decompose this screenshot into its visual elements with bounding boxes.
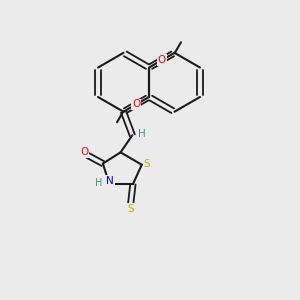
Text: S: S [127,204,134,214]
Text: N: N [106,176,114,186]
Text: H: H [138,129,146,139]
Text: S: S [144,159,150,169]
Text: H: H [95,178,103,188]
Text: O: O [132,99,140,110]
Text: O: O [158,55,166,65]
Text: O: O [80,147,89,158]
